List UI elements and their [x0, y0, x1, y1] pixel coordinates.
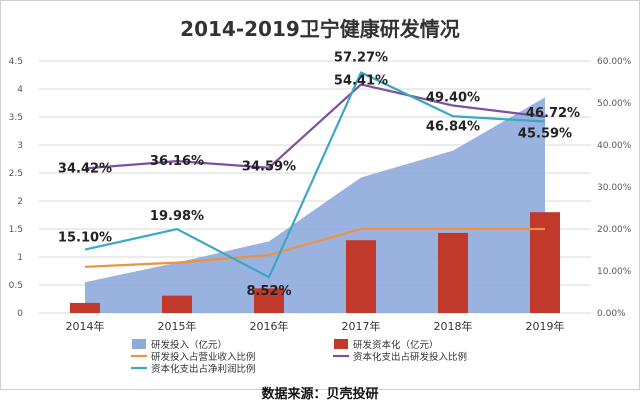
bar — [438, 232, 468, 313]
series-line — [84, 227, 545, 268]
y-left-tick-label: 4 — [17, 85, 23, 95]
line-series — [84, 71, 546, 279]
y-right-tick-label: 30.00% — [597, 183, 632, 193]
y-right-tick-label: 40.00% — [597, 141, 632, 151]
data-label: 57.27% — [334, 50, 388, 65]
legend-swatch — [334, 339, 348, 349]
y-left-tick-label: 1.5 — [9, 225, 23, 235]
axes: 0 0.5 1 1.5 2 2.5 3 3.5 4 4.5 0.00% 10.00% 20.00% 30.… — [9, 57, 632, 333]
data-label: 36.16% — [150, 154, 204, 169]
area-series — [85, 97, 545, 314]
y-left-tick-label: 0 — [17, 309, 23, 319]
data-label: 8.52% — [246, 284, 291, 299]
x-tick-label: 2018年 — [434, 319, 473, 333]
data-label: 49.40% — [426, 91, 480, 106]
legend-label: 研发投入占营业收入比例 — [151, 351, 256, 363]
x-tick-label: 2017年 — [342, 319, 381, 333]
y-right-tick-label: 50.00% — [597, 99, 632, 109]
y-left-tick-label: 2.5 — [9, 169, 23, 179]
data-label: 45.59% — [518, 127, 572, 142]
bar — [254, 288, 284, 313]
chart-title: 2014-2019卫宁健康研发情况 — [180, 17, 460, 41]
bar — [530, 212, 560, 313]
x-tick-label: 2014年 — [66, 319, 105, 333]
series-line — [84, 71, 546, 279]
legend-label: 研发投入（亿元） — [151, 339, 227, 351]
x-tick-label: 2015年 — [158, 319, 197, 333]
legend-swatch — [132, 339, 146, 349]
y-right-tick-label: 20.00% — [597, 225, 632, 235]
x-tick-label: 2016年 — [250, 319, 289, 333]
bar — [162, 295, 192, 313]
legend: 研发投入（亿元） 研发资本化（亿元） 研发投入占营业收入比例 资本化支出占研发投入比例… — [131, 339, 467, 375]
y-left-tick-label: 1 — [17, 253, 23, 263]
y-right-tick-label: 60.00% — [597, 57, 632, 67]
y-left-tick-label: 3 — [17, 141, 23, 151]
data-labels: 34.42% 36.16% 34.59% 54.41% 49.40% 46.72% 15.1… — [58, 50, 580, 299]
data-label: 34.59% — [242, 160, 296, 175]
legend-label: 资本化支出占净利润比例 — [151, 363, 256, 375]
chart-frame: 2014-2019卫宁健康研发情况 0 0.5 1 1.5 2 2.5 3 3.5 4 4.5 0.… — [0, 0, 640, 390]
bar — [346, 240, 376, 313]
y-right-tick-label: 10.00% — [597, 267, 632, 277]
bar — [70, 302, 100, 313]
y-left-tick-label: 3.5 — [9, 113, 23, 123]
y-right-tick-label: 0.00% — [597, 309, 626, 319]
source-note: 数据来源：贝壳投研 — [261, 387, 379, 402]
data-label: 19.98% — [150, 209, 204, 224]
data-label: 46.72% — [526, 106, 580, 121]
data-label: 46.84% — [426, 119, 480, 134]
y-left-tick-label: 4.5 — [9, 57, 23, 67]
chart-svg: 2014-2019卫宁健康研发情况 0 0.5 1 1.5 2 2.5 3 3.5 4 4.5 0.… — [9, 17, 632, 375]
series-line — [84, 83, 546, 170]
data-label: 15.10% — [58, 231, 112, 246]
data-label: 54.41% — [334, 73, 388, 88]
x-tick-label: 2019年 — [526, 319, 565, 333]
data-label: 34.42% — [58, 161, 112, 176]
y-left-tick-label: 0.5 — [9, 281, 23, 291]
area-fill — [85, 97, 545, 314]
legend-label: 研发资本化（亿元） — [353, 339, 439, 351]
y-left-tick-label: 2 — [17, 197, 23, 207]
legend-label: 资本化支出占研发投入比例 — [353, 351, 467, 363]
